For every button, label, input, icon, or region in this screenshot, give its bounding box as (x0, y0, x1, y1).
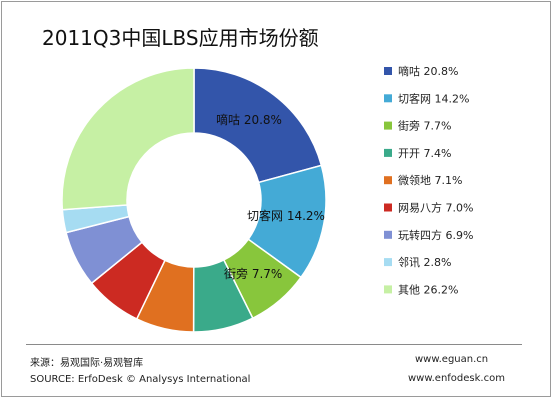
legend-swatch-4 (384, 148, 392, 157)
footer-divider (26, 344, 522, 345)
slice-label-2: 切客网 14.2% (247, 208, 325, 223)
donut-slices (61, 67, 327, 333)
legend-swatch-3 (384, 121, 392, 130)
legend-label-5: 微领地 7.1% (398, 173, 462, 187)
legend-swatch-2 (384, 94, 392, 103)
legend-swatch-6 (384, 203, 392, 212)
slice-label-1: 嘀咕 20.8% (216, 112, 282, 127)
slice-label-3: 街旁 7.7% (224, 266, 282, 281)
legend-label-7: 玩转四方 6.9% (398, 228, 473, 242)
legend-swatch-9 (384, 285, 392, 294)
source-en: SOURCE: ErfoDesk © Analysys Internationa… (30, 374, 251, 385)
slice-9 (61, 67, 195, 211)
url-enfodesk: www.enfodesk.com (408, 373, 505, 384)
chart-legend: 嘀咕 20.8% 切客网 14.2% 街旁 7.7% 开开 7.4% 微领地 7.1% 网… (384, 64, 473, 296)
source-cn: 来源：易观国际·易观智库 (30, 358, 144, 369)
legend-label-4: 开开 7.4% (398, 147, 451, 160)
legend-label-2: 切客网 14.2% (398, 91, 469, 105)
legend-label-6: 网易八方 7.0% (398, 201, 473, 215)
legend-swatch-5 (384, 176, 392, 185)
legend-label-9: 其他 26.2% (398, 283, 458, 296)
url-eguan: www.eguan.cn (415, 354, 489, 365)
legend-label-1: 嘀咕 20.8% (398, 64, 458, 78)
legend-label-8: 邻讯 2.8% (398, 256, 451, 269)
donut-slice-labels: 嘀咕 20.8% 切客网 14.2% 街旁 7.7% (216, 112, 325, 281)
legend-label-3: 街旁 7.7% (398, 119, 451, 133)
legend-swatch-1 (384, 67, 392, 75)
chart-title: 2011Q3中国LBS应用市场份额 (42, 26, 319, 50)
legend-swatch-7 (384, 230, 392, 239)
slice-1 (193, 67, 323, 184)
legend-swatch-8 (384, 258, 392, 267)
